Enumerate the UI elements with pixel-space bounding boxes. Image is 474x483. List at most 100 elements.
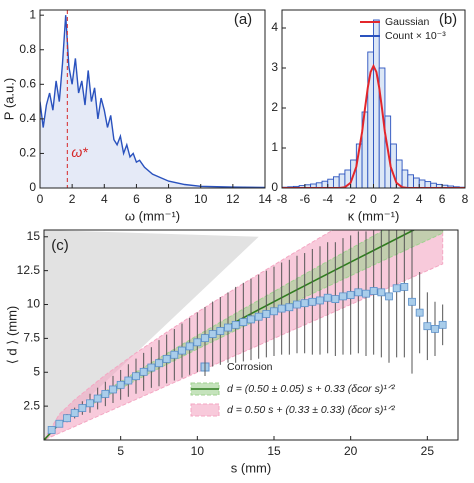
panel: Gaussian Count × 10⁻³ -8 -6 -4 -2 0 2 4 6 8 0 1 2 3 4 κ … (271, 9, 469, 223)
x-tick-label: 0 (37, 192, 44, 206)
point (70, 409, 79, 417)
y-tick-label: 12.5 (17, 263, 41, 277)
point (354, 288, 363, 297)
point (231, 320, 240, 329)
legend-label: Count × 10⁻³ (385, 30, 446, 42)
x-axis-title: s (mm) (231, 460, 271, 475)
point (124, 376, 133, 385)
point (132, 372, 140, 381)
point (170, 350, 179, 359)
gaussian-line (282, 63, 465, 188)
y-tick-label: 5 (33, 364, 40, 378)
x-tick-label: 12 (226, 192, 240, 206)
y-tick-label: 0.2 (19, 146, 36, 160)
point (308, 297, 317, 306)
band (44, 230, 444, 440)
point (47, 426, 56, 434)
x-tick-label: 25 (421, 444, 435, 458)
x-tick-label: -6 (300, 192, 311, 206)
point (369, 287, 378, 295)
point (162, 355, 171, 363)
x-tick-label: 8 (462, 192, 469, 206)
hist-bar (418, 179, 426, 188)
line (40, 15, 265, 188)
y-tick-label: 1 (29, 7, 36, 21)
x-tick-label: 5 (117, 444, 124, 458)
x-tick-label: 2 (69, 192, 76, 206)
point (178, 346, 186, 355)
point (208, 330, 217, 338)
point (116, 380, 125, 389)
x-axis-title: κ (mm⁻¹) (348, 208, 400, 223)
point (86, 399, 94, 408)
marker-label: ω* (71, 144, 88, 160)
point (185, 342, 194, 351)
point (323, 293, 332, 302)
hist-bar (407, 174, 414, 188)
x-tick-label: -2 (345, 192, 356, 206)
y-tick-label: 3 (271, 60, 278, 74)
point (193, 338, 202, 347)
point (300, 299, 309, 308)
point (239, 318, 248, 327)
point (101, 390, 110, 398)
y-tick-label: 0.8 (19, 42, 36, 56)
point (285, 303, 294, 312)
point (400, 283, 409, 291)
point (339, 292, 347, 301)
plot-area (282, 19, 465, 188)
y-axis-title: P (a.u.) (1, 78, 16, 120)
panel: Corrosion d = (0.50 ± 0.05) s + 0.33 (δco… (4, 229, 459, 475)
x-tick-label: 6 (133, 192, 140, 206)
hist-bar (333, 176, 340, 188)
legend-label: d = 0.50 s + (0.33 ± 0.33) (δcor s)¹ᐟ² (227, 404, 395, 416)
x-tick-label: 4 (101, 192, 108, 206)
point (224, 323, 232, 332)
x-tick-label: 6 (439, 192, 446, 206)
x-tick-label: -8 (277, 192, 288, 206)
point (139, 367, 148, 376)
point (438, 320, 447, 329)
x-tick-label: 20 (344, 444, 358, 458)
hist-bar (321, 180, 329, 188)
y-tick-label: 1 (271, 140, 278, 154)
y-tick-label: 15 (27, 229, 41, 243)
point (293, 300, 301, 309)
y-tick-label: 10 (27, 297, 41, 311)
panel: ω* 0 2 4 6 8 10 12 14 0 0.2 0.4 0.6 0.8 1 ω (mm⁻¹) P (a.… (1, 7, 272, 223)
x-tick-label: 4 (416, 192, 423, 206)
point (431, 325, 439, 333)
y-tick-label: 7.5 (23, 331, 40, 345)
y-tick-label: 0 (29, 180, 36, 194)
x-tick-label: 8 (165, 192, 172, 206)
point (423, 322, 432, 331)
y-axis-title: ⟨ d ⟩ (mm) (4, 306, 19, 365)
point (270, 307, 278, 316)
panel-label: (c) (51, 237, 69, 254)
point (346, 291, 355, 299)
point (55, 419, 64, 428)
point (216, 327, 225, 335)
legend-swatch (190, 403, 220, 417)
hist-bar (338, 173, 346, 188)
y-tick-label: 4 (271, 20, 278, 34)
point (408, 297, 416, 306)
x-tick-label: 14 (258, 192, 272, 206)
x-tick-label: 0 (370, 192, 377, 206)
point (262, 310, 271, 318)
y-tick-label: 0 (271, 180, 278, 194)
frame (43, 229, 459, 441)
point (109, 385, 117, 394)
point (377, 288, 386, 297)
panel-label: (a) (234, 11, 252, 28)
x-tick-label: 15 (267, 444, 281, 458)
hist-bar (373, 19, 380, 188)
hist-bar (413, 177, 420, 188)
point (254, 312, 263, 321)
point (247, 315, 255, 324)
y-tick-label: 2.5 (23, 398, 40, 412)
point (392, 284, 401, 293)
y-tick-label: 2 (271, 100, 278, 114)
legend-label: d = (0.50 ± 0.05) s + 0.33 (δcor s)¹ᐟ² (227, 383, 395, 395)
panel-label: (b) (439, 11, 457, 28)
